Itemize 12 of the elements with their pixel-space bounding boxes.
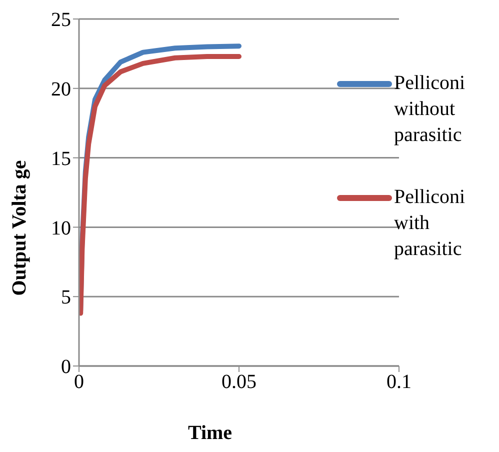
x-tick-label: 0.05 — [222, 371, 256, 394]
y-tick-label: 5 — [61, 286, 71, 309]
y-tick-label: 10 — [51, 217, 71, 240]
y-tick-label: 20 — [51, 78, 71, 100]
legend-label: Pelliconi with parasitic — [394, 185, 466, 262]
x-axis-title: Time — [188, 422, 232, 445]
y-axis-title: Output Volta ge — [8, 160, 32, 296]
x-tick-label: 0.1 — [386, 371, 412, 394]
y-tick-label: 0 — [61, 356, 71, 378]
y-tick-label: 15 — [51, 148, 71, 170]
y-tick-label: 25 — [51, 9, 71, 32]
legend-label: Pelliconi without parasitic — [394, 71, 466, 148]
